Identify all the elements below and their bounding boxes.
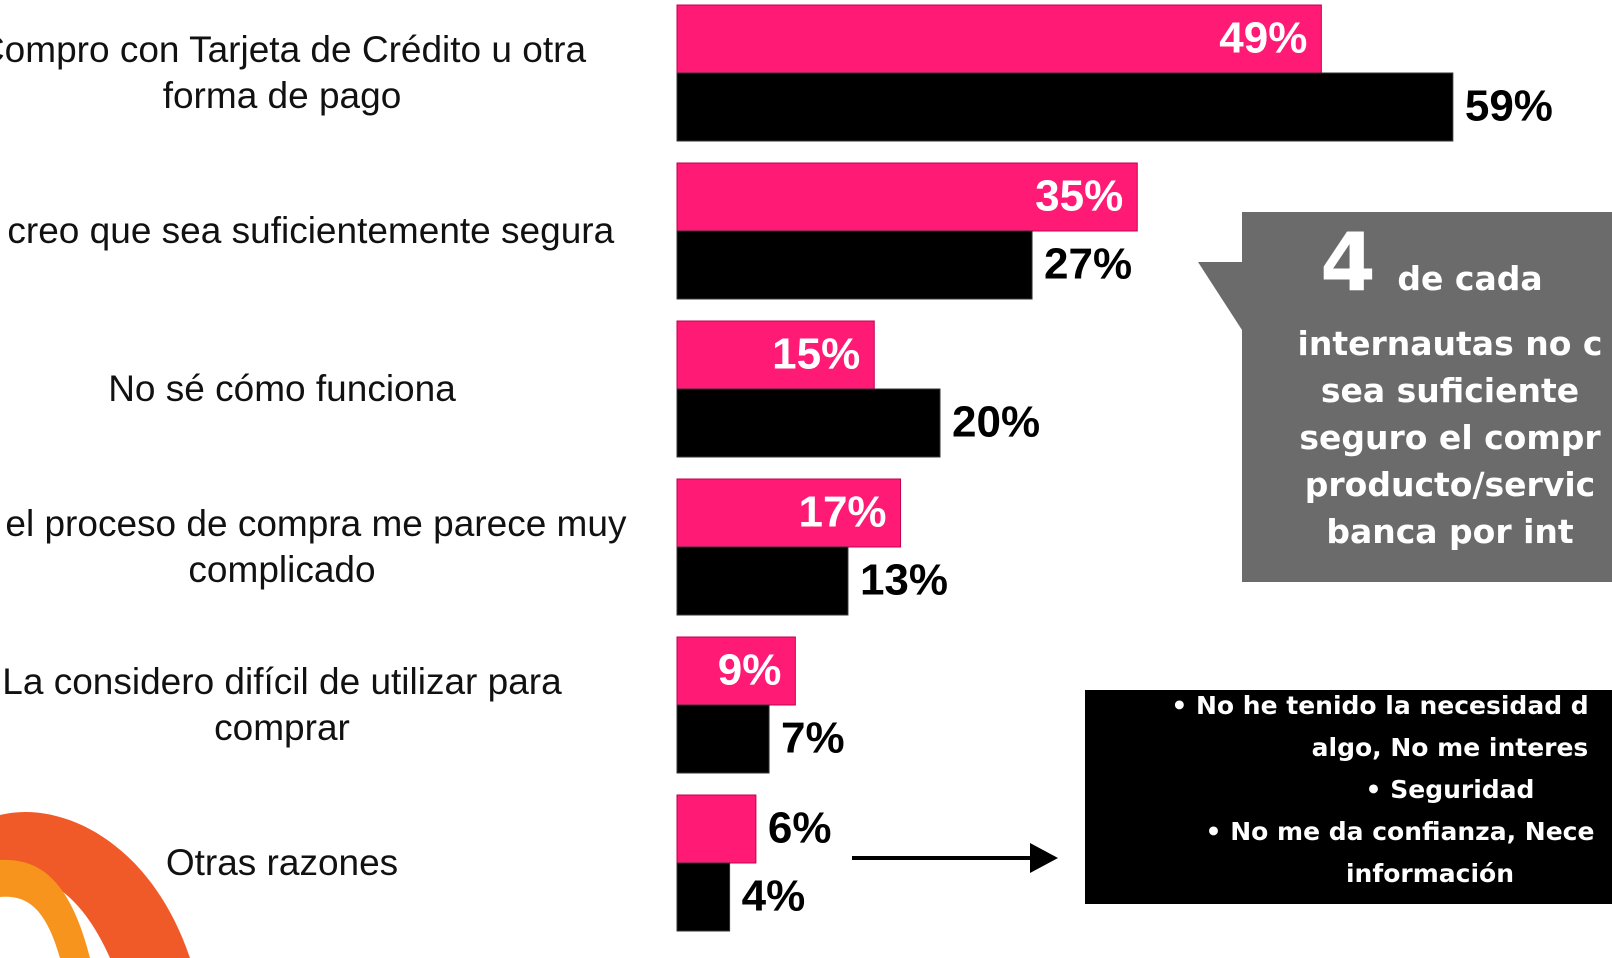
callout-text: de cada: [1397, 259, 1542, 298]
value-label: 27%: [1044, 240, 1132, 289]
category-label: Compro con Tarjeta de Crédito u otra for…: [0, 27, 632, 119]
callout-number: 4: [1320, 216, 1376, 309]
category-label: Otras razones: [0, 840, 632, 886]
category-label: No sé cómo funciona: [0, 366, 632, 412]
callout-text: internautas no c: [1298, 324, 1603, 363]
value-label: 4%: [742, 872, 806, 921]
chart: 4 de cada 49% 59% 35% 27% 15% 20% 17% 13% 9% 7% 6%…: [0, 0, 1612, 958]
callout-text: banca por int: [1326, 512, 1574, 551]
value-label: 6%: [768, 804, 832, 853]
bar: [677, 705, 769, 773]
category-label: La considero difícil de utilizar para co…: [0, 659, 632, 751]
value-label: 35%: [1035, 172, 1123, 221]
category-label: Por el proceso de compra me parece muy c…: [0, 501, 632, 593]
callout-text: producto/servic: [1305, 465, 1595, 504]
note-text: información: [1346, 859, 1514, 888]
bar: [677, 795, 756, 863]
bar: [677, 547, 848, 615]
value-label: 49%: [1219, 14, 1307, 63]
value-label: 7%: [781, 714, 845, 763]
callout-text: seguro el compr: [1299, 418, 1601, 457]
value-label: 9%: [718, 646, 782, 695]
bar: [677, 73, 1453, 141]
note-text: • No he tenido la necesidad d: [1171, 691, 1588, 720]
note-text: • No me da confianza, Nece: [1206, 817, 1595, 846]
arrow-head: [1030, 843, 1058, 873]
value-label: 17%: [798, 488, 886, 537]
value-label: 13%: [860, 556, 948, 605]
note-text: algo, No me interes: [1312, 733, 1589, 762]
value-label: 59%: [1465, 82, 1553, 131]
bar: [677, 863, 730, 931]
category-label: No creo que sea suficientemente segura: [0, 208, 632, 254]
value-label: 15%: [772, 330, 860, 379]
note-text: • Seguridad: [1366, 775, 1535, 804]
bar: [677, 231, 1032, 299]
callout-text: sea suficiente: [1321, 371, 1579, 410]
value-label: 20%: [952, 398, 1040, 447]
bar: [677, 389, 940, 457]
page: 4 de cada 49% 59% 35% 27% 15% 20% 17% 13% 9% 7% 6%…: [0, 0, 1612, 958]
